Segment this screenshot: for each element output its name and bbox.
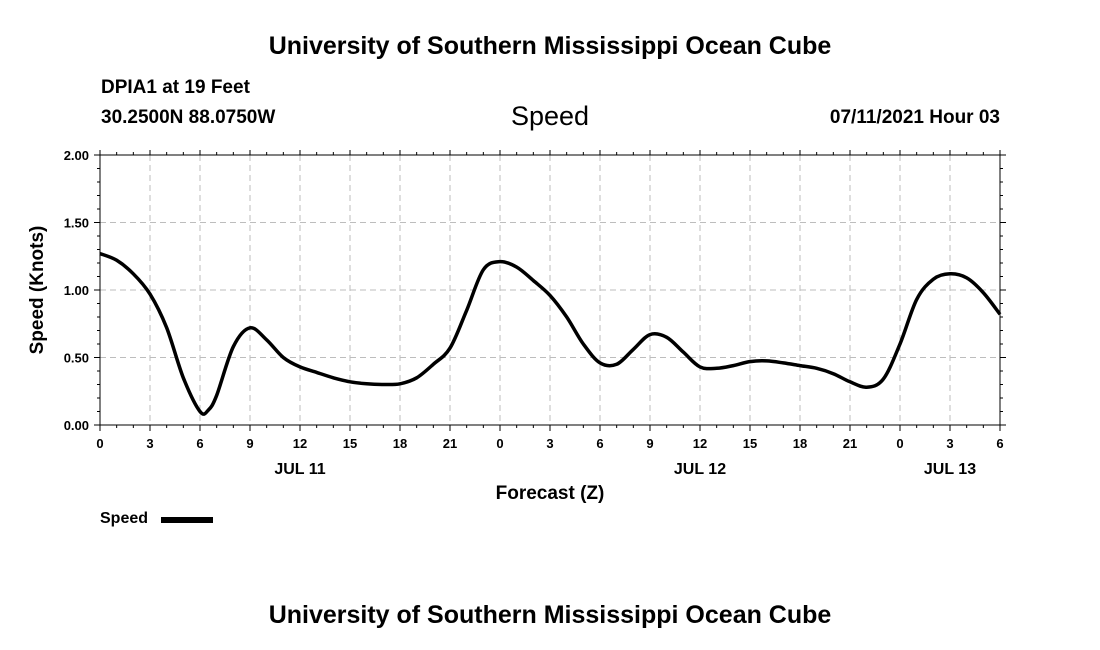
station-label: DPIA1 at 19 Feet xyxy=(101,77,250,98)
bottom-title: University of Southern Mississippi Ocean… xyxy=(268,601,832,629)
date-label: JUL 12 xyxy=(674,461,726,478)
y-tick-label: 0.00 xyxy=(64,418,89,433)
y-tick-label: 2.00 xyxy=(64,148,89,163)
legend-line-swatch xyxy=(161,517,213,523)
x-tick-label: 6 xyxy=(196,436,203,451)
x-tick-label: 0 xyxy=(496,436,503,451)
x-tick-label: 3 xyxy=(146,436,153,451)
x-tick-label: 3 xyxy=(946,436,953,451)
grid-lines xyxy=(100,155,1000,425)
x-tick-label: 0 xyxy=(896,436,903,451)
x-tick-label: 0 xyxy=(96,436,103,451)
y-tick-label: 1.50 xyxy=(64,216,89,231)
y-axis-title: Speed (Knots) xyxy=(27,225,48,355)
x-tick-label: 6 xyxy=(996,436,1003,451)
date-label: JUL 11 xyxy=(274,461,325,478)
x-tick-label: 6 xyxy=(596,436,603,451)
axis-ticks xyxy=(94,150,1006,431)
x-tick-label: 12 xyxy=(693,436,707,451)
chart-title: Speed xyxy=(510,101,590,131)
y-tick-label: 0.50 xyxy=(64,351,89,366)
x-tick-label: 12 xyxy=(293,436,307,451)
y-tick-label: 1.00 xyxy=(64,283,89,298)
x-tick-label: 9 xyxy=(646,436,653,451)
date-label: JUL 13 xyxy=(924,461,976,478)
x-tick-label: 18 xyxy=(393,436,407,451)
x-tick-label: 21 xyxy=(843,436,857,451)
x-tick-label: 9 xyxy=(246,436,253,451)
datetime-label: 07/11/2021 Hour 03 xyxy=(829,107,1000,128)
x-tick-label: 15 xyxy=(343,436,357,451)
x-axis-title: Forecast (Z) xyxy=(495,483,605,504)
top-title: University of Southern Mississippi Ocean… xyxy=(268,32,832,60)
speed-series-line xyxy=(99,251,1002,416)
x-tick-label: 3 xyxy=(546,436,553,451)
x-tick-label: 18 xyxy=(793,436,807,451)
legend-label: Speed xyxy=(100,510,149,527)
axis-labels: 0 3 6 9 12 15 18 21 0 3 6 9 12 15 18 21 0 3 6 JUL 11 JUL 12 J… xyxy=(64,148,1004,478)
x-tick-label: 21 xyxy=(443,436,457,451)
x-tick-label: 15 xyxy=(743,436,757,451)
coordinates-label: 30.2500N 88.0750W xyxy=(101,107,276,128)
